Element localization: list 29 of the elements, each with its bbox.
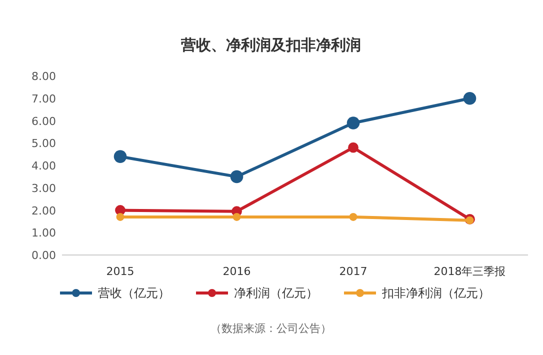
point — [348, 142, 358, 153]
y-tick-label: 6.00 — [32, 114, 56, 128]
x-tick-label: 2018年三季报 — [434, 265, 506, 278]
y-tick-label: 1.00 — [32, 226, 56, 240]
legend: 扣非净利润（亿元） — [344, 286, 490, 300]
y-tick-label: 0.00 — [32, 249, 56, 262]
point — [114, 150, 127, 163]
y-tick-label: 8.00 — [32, 70, 56, 83]
legend-label: 营收（亿元） — [98, 286, 170, 300]
y-tick-label: 7.00 — [32, 92, 56, 106]
y-tick-label: 2.00 — [32, 204, 56, 218]
y-tick-label: 4.00 — [32, 160, 56, 172]
point — [116, 212, 124, 221]
y-tick-label: 5.00 — [32, 137, 56, 150]
text: （数据来源：公司公告） — [210, 322, 332, 335]
chart-title: 营收、净利润及扣非净利润 — [180, 36, 361, 54]
point — [230, 170, 244, 184]
y-tick-label: 3.00 — [32, 182, 56, 195]
point — [232, 212, 241, 221]
point — [346, 116, 360, 130]
x-tick-label: 2017 — [339, 265, 368, 278]
point — [463, 92, 476, 105]
legend-label: 净利润（亿元） — [234, 286, 318, 300]
legend: 营收（亿元） — [60, 286, 170, 300]
legend: 净利润（亿元） — [196, 286, 318, 300]
x-tick-label: 2016 — [222, 265, 251, 278]
x-tick-label: 2015 — [106, 265, 134, 278]
legend-label: 扣非净利润（亿元） — [381, 286, 490, 300]
point — [349, 212, 358, 221]
